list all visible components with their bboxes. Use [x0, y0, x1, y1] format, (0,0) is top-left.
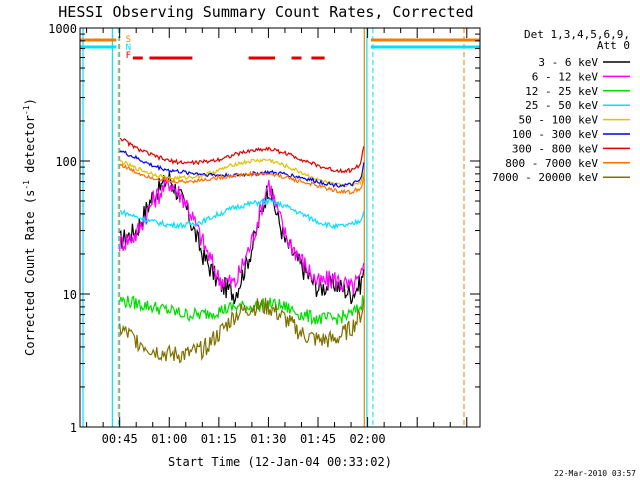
y-tick-label: 10 [63, 288, 77, 302]
y-tick-label: 1000 [48, 22, 77, 36]
y-tick-label: 100 [55, 155, 77, 169]
series-line-0 [119, 171, 365, 305]
series-line-3 [119, 197, 365, 231]
legend-entry-label: 12 - 25 keV [525, 85, 598, 98]
x-axis-label: Start Time (12-Jan-04 00:33:02) [168, 455, 392, 469]
legend-entry-label: 7000 - 20000 keV [492, 171, 598, 184]
series-line-8 [119, 297, 365, 364]
flag-letter-f: F [126, 51, 131, 61]
legend-entry-label: 100 - 300 keV [512, 128, 598, 141]
legend-entry-label: 6 - 12 keV [532, 70, 599, 83]
plot-area: SNF [80, 28, 480, 427]
timestamp: 22-Mar-2010 03:57 [554, 469, 636, 478]
y-tick-label: 1 [70, 421, 77, 435]
legend-header: Det 1,3,4,5,6,9, [524, 28, 630, 41]
x-tick-label: 01:00 [151, 432, 187, 446]
x-tick-label: 02:00 [350, 432, 386, 446]
legend-entry-label: 50 - 100 keV [519, 114, 599, 127]
x-tick-label: 01:30 [250, 432, 286, 446]
flag-letter-n: N [126, 43, 131, 53]
flag-letter-s: S [126, 35, 131, 45]
legend-entry-label: 3 - 6 keV [538, 56, 598, 69]
legend-entry-label: 25 - 50 keV [525, 99, 598, 112]
series-line-7 [119, 163, 365, 195]
y-axis-label: Corrected Count Rate (s-1 detector-1) [22, 98, 37, 356]
x-tick-label: 01:45 [300, 432, 336, 446]
series-line-6 [119, 137, 365, 174]
legend-entry-label: 800 - 7000 keV [505, 157, 598, 170]
x-tick-label: 00:45 [102, 432, 138, 446]
series-line-1 [119, 176, 365, 295]
legend-entry-label: 300 - 800 keV [512, 142, 598, 155]
plot-frame [79, 27, 481, 428]
chart-title: HESSI Observing Summary Count Rates, Cor… [58, 3, 473, 21]
series-line-4 [119, 158, 365, 188]
x-tick-label: 01:15 [201, 432, 237, 446]
legend-header: Att 0 [597, 39, 630, 52]
axes: 1 10 100 1000 00:45 01:00 01:15 01:30 01:45 02:00 [48, 22, 480, 446]
